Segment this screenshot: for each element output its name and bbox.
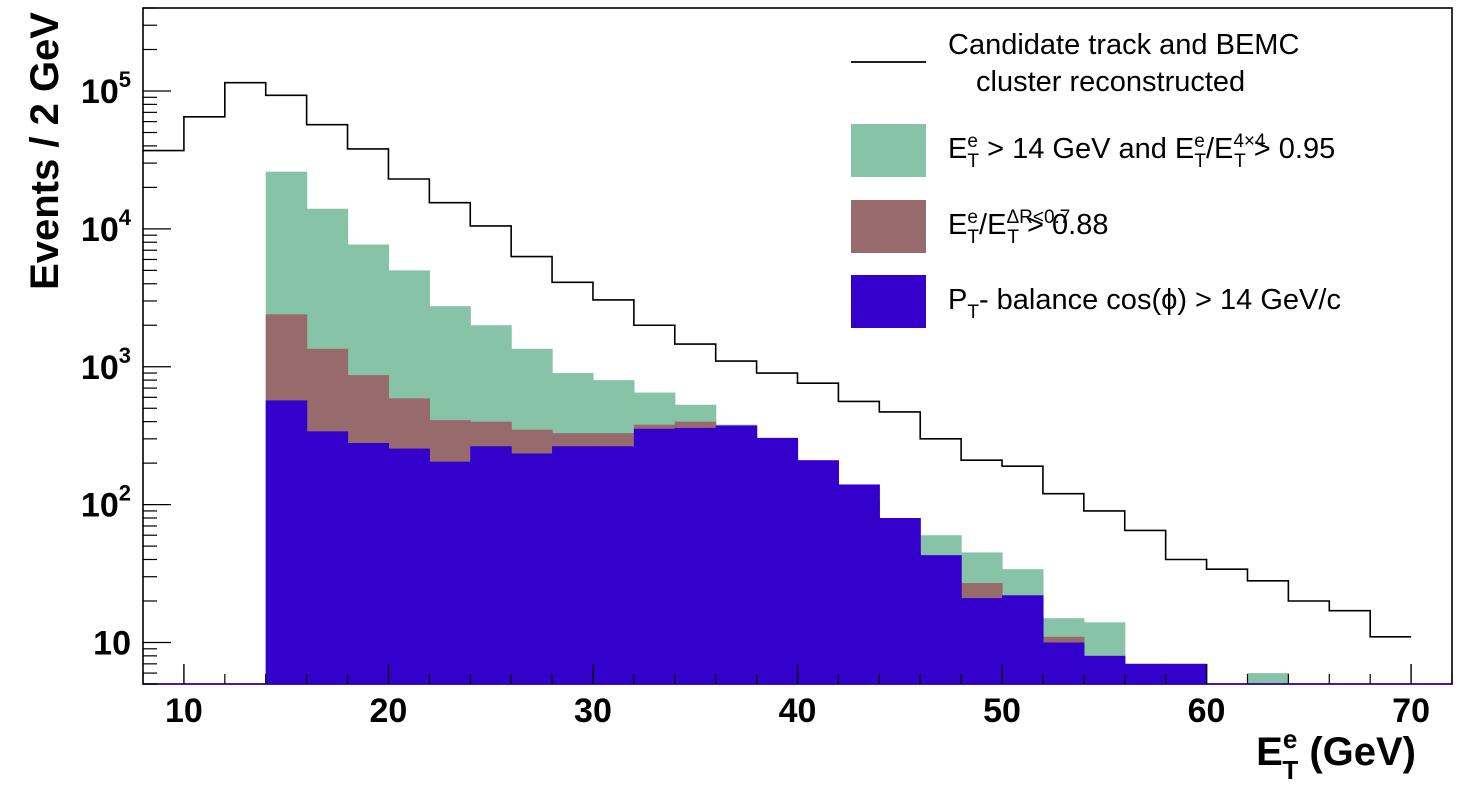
legend-label-line2: cluster reconstructed [976,66,1245,98]
bar-balance-56 [1124,663,1167,684]
bar-balance-58 [1165,663,1208,684]
bar-balance-20 [388,448,430,684]
legend-label: Candidate track and BEMC [948,29,1299,61]
y-tick-label: 104 [81,205,132,249]
bar-balance-14 [265,400,308,684]
bar-balance-50 [1002,595,1044,684]
x-tick-label: 60 [1188,692,1226,730]
bar-balance-54 [1083,655,1126,684]
bar-balance-42 [838,484,880,684]
x-tick-label: 40 [779,692,817,730]
bar-balance-46 [920,555,962,684]
legend-item-iso4x4: Ee T > 14 GeV and Ee T/E4×4 T > 0.95 [851,124,1335,177]
legend-swatch-box [851,200,926,253]
legend-swatch-box [851,275,926,328]
bar-balance-16 [306,431,349,684]
x-axis-title: Ee T (GeV) [1256,724,1416,785]
series-balance [265,400,1208,684]
bar-balance-44 [879,517,921,684]
legend-item-balance: PT- balance cos(ϕ) > 14 GeV/c [851,275,1341,328]
legend-item-track: Candidate track and BEMC cluster reconstr… [851,29,1299,98]
bar-balance-30 [592,446,635,684]
legend-label: PT- balance cos(ϕ) > 14 GeV/c [948,284,1341,323]
bar-balance-40 [797,460,840,684]
legend-swatch-box [851,124,926,177]
x-tick-label: 70 [1392,692,1430,730]
bar-balance-52 [1042,642,1085,684]
x-tick-label: 30 [574,692,612,730]
legend-label: Ee T/EΔR<0.7 T > 0.88 [948,207,1108,248]
bar-balance-32 [633,428,676,684]
axis-labels: 10 20 30 40 50 60 70 10 102 103 104 105 Events / 2 G… [23,12,1430,785]
y-tick-label: 105 [81,67,131,111]
y-tick-label: 103 [81,343,131,387]
track-step-line [143,81,1412,638]
bar-balance-24 [470,446,512,684]
legend-item-isoDR: Ee T/EΔR<0.7 T > 0.88 [851,200,1108,253]
bar-balance-22 [429,461,471,684]
y-tick-label: 102 [81,481,131,525]
y-tick-label: 10 [93,624,131,662]
bar-balance-26 [511,453,553,684]
axes [142,7,1453,685]
bar-balance-18 [347,442,390,684]
bar-balance-28 [552,446,594,684]
x-tick-label: 20 [370,692,408,730]
bar-balance-34 [674,427,717,684]
legend-label: Ee T > 14 GeV and Ee T/E4×4 T > 0.95 [948,131,1335,172]
bar-balance-38 [756,437,799,684]
legend: Candidate track and BEMC cluster reconstr… [851,29,1341,328]
bar-balance-48 [961,598,1003,684]
x-tick-label: 10 [165,692,203,730]
series-track [143,81,1412,638]
histogram-fills [265,171,1289,685]
x-tick-label: 50 [983,692,1021,730]
bar-iso4x4-62 [1247,673,1289,684]
y-axis-title: Events / 2 GeV [23,12,67,290]
bar-balance-36 [715,425,758,684]
